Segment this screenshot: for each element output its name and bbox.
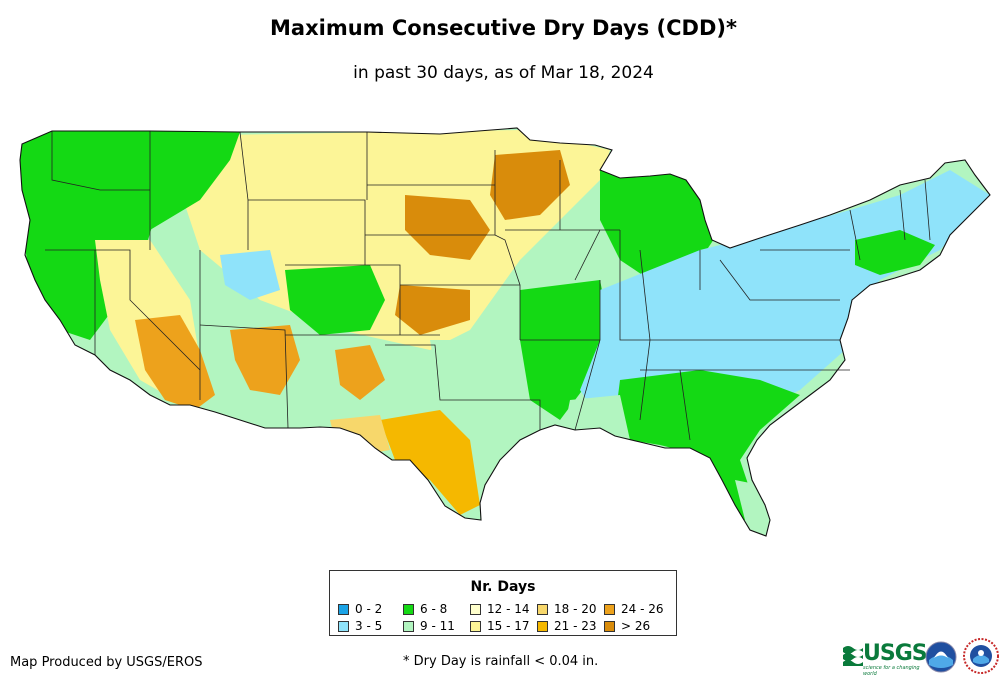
dry-day-footnote: * Dry Day is rainfall < 0.04 in. xyxy=(403,654,599,669)
legend-title: Nr. Days xyxy=(470,579,536,595)
legend-label: 12 - 14 xyxy=(487,602,530,616)
legend-label: 3 - 5 xyxy=(355,619,383,633)
legend-label: > 26 xyxy=(621,619,651,633)
legend-item: 9 - 11 xyxy=(403,619,455,633)
legend-item: 6 - 8 xyxy=(403,602,447,616)
legend-swatch xyxy=(403,621,414,632)
map-subtitle: in past 30 days, as of Mar 18, 2024 xyxy=(353,63,654,83)
legend-label: 0 - 2 xyxy=(355,602,383,616)
legend-swatch xyxy=(604,604,615,615)
legend-item: 12 - 14 xyxy=(470,602,530,616)
usgs-logo: USGS science for a changing world xyxy=(843,640,928,677)
legend-item: 18 - 20 xyxy=(537,602,597,616)
nws-logo xyxy=(963,638,999,674)
map-title: Maximum Consecutive Dry Days (CDD)* xyxy=(270,16,737,40)
legend-swatch xyxy=(537,621,548,632)
legend-item: 24 - 26 xyxy=(604,602,664,616)
map-credit: Map Produced by USGS/EROS xyxy=(10,655,203,670)
dry-days-fill xyxy=(20,128,990,536)
legend-item: > 26 xyxy=(604,619,650,633)
legend-swatch xyxy=(537,604,548,615)
usgs-tagline: science for a changing world xyxy=(863,665,920,677)
legend-label: 9 - 11 xyxy=(420,619,455,633)
legend-label: 6 - 8 xyxy=(420,602,448,616)
legend-label: 21 - 23 xyxy=(554,619,597,633)
map-legend: Nr. Days 0 - 2 3 - 5 6 - 8 9 - 11 12 - 1… xyxy=(329,570,677,636)
legend-swatch xyxy=(338,604,349,615)
legend-swatch xyxy=(604,621,615,632)
legend-swatch xyxy=(470,604,481,615)
usgs-wordmark: USGS xyxy=(863,641,928,666)
legend-label: 18 - 20 xyxy=(554,602,597,616)
legend-item: 21 - 23 xyxy=(537,619,597,633)
legend-swatch xyxy=(470,621,481,632)
legend-swatch xyxy=(338,621,349,632)
legend-item: 0 - 2 xyxy=(338,602,382,616)
legend-item: 3 - 5 xyxy=(338,619,382,633)
usgs-wave-icon xyxy=(843,646,863,666)
noaa-logo xyxy=(925,641,957,673)
legend-swatch xyxy=(403,604,414,615)
legend-label: 24 - 26 xyxy=(621,602,664,616)
legend-label: 15 - 17 xyxy=(487,619,530,633)
legend-item: 15 - 17 xyxy=(470,619,530,633)
state-borders xyxy=(45,131,931,441)
